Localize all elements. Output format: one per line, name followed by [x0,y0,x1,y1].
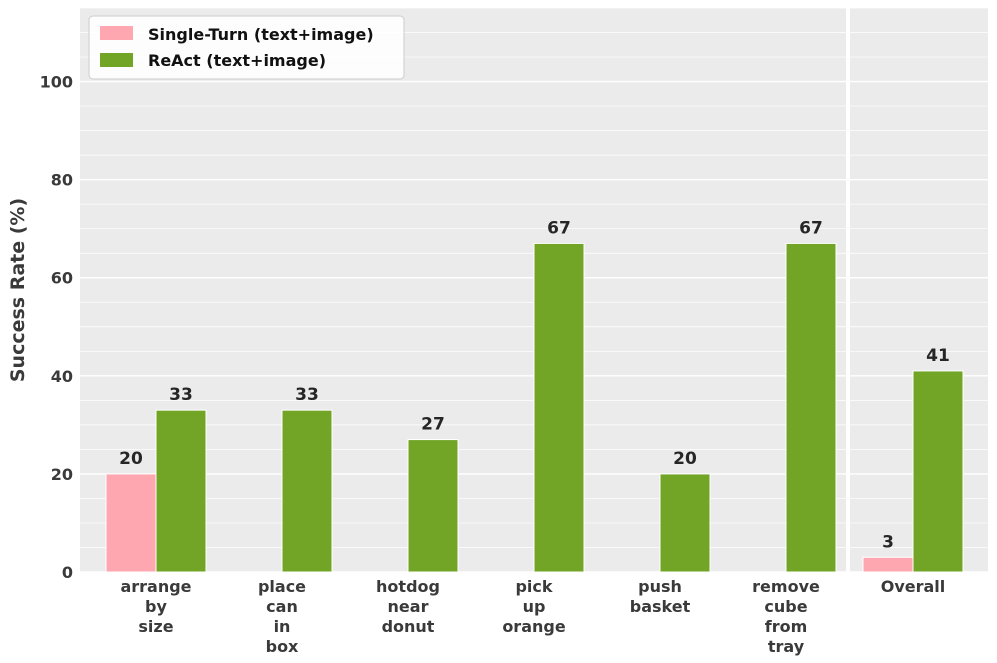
bar-value-label: 3 [882,532,894,552]
y-tick-label: 100 [40,73,73,92]
y-axis-ticks: 0 20 40 60 80 100 [40,73,73,582]
bar-value-label: 67 [799,218,823,238]
x-category-label: cube [764,597,807,616]
x-category-label: from [765,617,808,636]
x-category-label: place [258,577,306,596]
legend-swatch-react [100,53,133,67]
bar-react [912,370,964,573]
bar-value-label: 67 [547,218,571,238]
x-category-label: tray [768,637,805,656]
x-category-label: basket [630,597,691,616]
bar-react [155,409,207,573]
x-category-label: size [138,617,173,636]
bars [105,242,964,573]
bar-single-turn [862,556,914,573]
x-category-label: Overall [881,577,946,596]
y-tick-label: 0 [62,563,73,582]
y-tick-label: 20 [51,465,73,484]
bar-single-turn [105,473,157,573]
bar-react [659,473,711,573]
bar-value-label: 33 [295,385,319,405]
y-tick-label: 40 [51,367,73,386]
y-tick-label: 60 [51,269,73,288]
x-category-label: remove [752,577,820,596]
bar-react [407,439,459,573]
gridlines [80,7,988,573]
x-category-label: up [523,597,546,616]
x-category-label: in [274,617,291,636]
x-category-label: box [266,637,299,656]
bar-value-label: 20 [119,449,143,469]
x-category-label: donut [382,617,435,636]
x-category-label: near [388,597,429,616]
bar-value-label: 20 [673,449,697,469]
legend-label-single-turn: Single-Turn (text+image) [148,25,374,44]
bar-react [533,242,585,573]
x-category-label: pick [515,577,552,596]
bar-value-label: 27 [421,415,445,435]
x-category-label: orange [502,617,566,636]
legend-label-react: ReAct (text+image) [148,51,326,70]
x-category-label: hotdog [376,577,440,596]
plot-background [80,8,846,572]
bar-react [785,242,837,573]
legend: Single-Turn (text+image) ReAct (text+ima… [88,15,405,80]
x-category-label: can [266,597,298,616]
bar-value-label: 41 [926,346,950,366]
x-category-label: arrange [120,577,191,596]
legend-box [88,15,405,80]
y-tick-label: 80 [51,171,73,190]
bar-react [281,409,333,573]
y-axis-title: Success Rate (%) [7,198,29,382]
x-category-label: push [638,577,682,596]
bar-value-label: 33 [169,385,193,405]
x-category-label: by [145,597,167,616]
legend-swatch-single-turn [100,26,133,40]
